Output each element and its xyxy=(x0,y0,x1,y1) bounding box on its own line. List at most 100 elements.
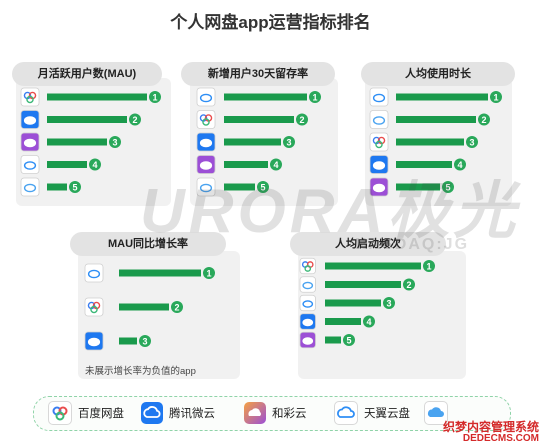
rank-badge xyxy=(89,158,101,171)
rank-bar xyxy=(396,93,488,101)
weiyun-cloud-icon xyxy=(84,331,104,351)
cloud-app-icon xyxy=(20,177,40,197)
weiyun-cloud-icon xyxy=(369,155,389,174)
legend-item-tianyi: 天翼云盘 xyxy=(334,401,410,425)
chart-title-mau-growth: MAU同比增长率 xyxy=(70,232,226,256)
rank-bar xyxy=(325,299,381,307)
rank-label: 3 xyxy=(386,299,391,309)
rank-badge xyxy=(270,158,282,171)
rank-label: 1 xyxy=(493,93,498,103)
rank-badge xyxy=(257,181,269,193)
rank-badge xyxy=(490,91,502,103)
weiyun-cloud-icon xyxy=(141,402,163,424)
rank-bar xyxy=(224,93,307,101)
rank-label: 4 xyxy=(366,317,371,327)
hecaiyun-icon xyxy=(196,155,216,174)
rank-bar xyxy=(47,183,67,191)
rank-bar xyxy=(224,183,255,191)
panel-launch-frequency xyxy=(298,251,466,379)
rank-label: 2 xyxy=(174,303,179,313)
rank-label: 3 xyxy=(112,138,117,148)
tianyi-cloud-icon xyxy=(84,263,104,283)
rank-badge xyxy=(442,181,454,193)
rank-label: 5 xyxy=(72,183,77,193)
rank-bar xyxy=(47,138,107,146)
rank-label: 2 xyxy=(481,115,486,125)
page-title: 个人网盘app运营指标排名 xyxy=(170,13,371,32)
rank-bar xyxy=(325,262,421,270)
legend-label-tianyi: 天翼云盘 xyxy=(364,408,410,420)
rank-label: 1 xyxy=(206,269,211,279)
rank-bar xyxy=(325,318,361,325)
growth-note: 未展示增长率为负值的app xyxy=(85,366,196,377)
hecaiyun-icon xyxy=(369,177,389,197)
rank-badge xyxy=(69,181,81,193)
baidu-cloud-icon xyxy=(299,257,316,275)
baidu-cloud-icon xyxy=(48,401,72,425)
cloud-app-icon xyxy=(196,177,216,197)
corner-watermark: 织梦内容管理系统 DEDECMS.COM xyxy=(443,421,539,445)
tianyi-cloud-icon xyxy=(299,294,316,312)
rank-label: 2 xyxy=(299,115,304,125)
cloud-app-icon xyxy=(299,276,316,293)
tianyi-cloud-icon xyxy=(20,155,40,174)
legend-item-fifth xyxy=(424,401,454,425)
rank-badge xyxy=(203,267,215,279)
rank-label: 3 xyxy=(142,337,147,347)
rank-label: 4 xyxy=(457,160,462,170)
rank-badge xyxy=(139,335,151,347)
hecaiyun-icon xyxy=(20,132,40,152)
chart-title-retention: 新增用户30天留存率 xyxy=(181,62,335,86)
rank-badge xyxy=(171,301,183,313)
chart-title-mau: 月活跃用户数(MAU) xyxy=(12,62,162,86)
rank-badge xyxy=(478,113,490,126)
legend-label-baidu: 百度网盘 xyxy=(78,408,124,420)
rank-bar xyxy=(224,138,281,146)
rank-badge xyxy=(466,136,478,148)
rank-label: 4 xyxy=(92,160,97,170)
rank-label: 3 xyxy=(286,138,291,148)
tianyi-cloud-icon xyxy=(196,87,216,107)
legend-item-hecaiyun: 和彩云 xyxy=(244,402,307,424)
rank-badge xyxy=(309,91,321,103)
legend-item-tencent: 腾讯微云 xyxy=(141,402,215,424)
weiyun-cloud-icon xyxy=(20,110,40,129)
rank-label: 4 xyxy=(273,160,278,170)
rank-badge xyxy=(423,260,435,272)
rank-badge xyxy=(383,297,395,309)
rank-bar xyxy=(47,161,87,168)
rank-bar xyxy=(325,281,401,288)
rank-bar xyxy=(119,337,137,345)
corner-watermark-text: 织梦内容管理系统 xyxy=(442,420,539,434)
rank-badge xyxy=(149,91,161,103)
chart-title-launch-frequency: 人均启动频次 xyxy=(290,232,446,256)
rank-badge xyxy=(129,113,141,126)
rank-badge xyxy=(109,136,121,148)
cloud-app-icon xyxy=(424,401,448,425)
rank-label: 1 xyxy=(312,93,317,103)
rank-badge xyxy=(283,136,295,148)
rank-label: 5 xyxy=(260,183,265,193)
rank-bar xyxy=(396,116,476,123)
rank-label: 3 xyxy=(469,138,474,148)
rank-label: 1 xyxy=(152,93,157,103)
rank-label: 1 xyxy=(426,262,431,272)
baidu-cloud-icon xyxy=(196,110,216,129)
rank-label: 5 xyxy=(445,183,450,193)
weiyun-cloud-icon xyxy=(196,132,216,152)
baidu-cloud-icon xyxy=(369,132,389,152)
rank-label: 5 xyxy=(346,336,351,346)
rank-badge xyxy=(454,158,466,171)
rank-label: 2 xyxy=(132,115,137,125)
rank-bar xyxy=(325,336,341,344)
app-legend: 百度网盘 腾讯微云 和彩云 天翼云盘 xyxy=(33,396,511,431)
rank-bar xyxy=(119,269,201,277)
rank-label: 2 xyxy=(406,280,411,290)
rank-badge xyxy=(403,278,415,291)
legend-item-baidu: 百度网盘 xyxy=(48,401,124,425)
hecaiyun-icon xyxy=(299,331,316,349)
rank-bar xyxy=(47,116,127,123)
legend-label-hecaiyun: 和彩云 xyxy=(272,408,307,420)
tianyi-cloud-icon xyxy=(334,401,358,425)
